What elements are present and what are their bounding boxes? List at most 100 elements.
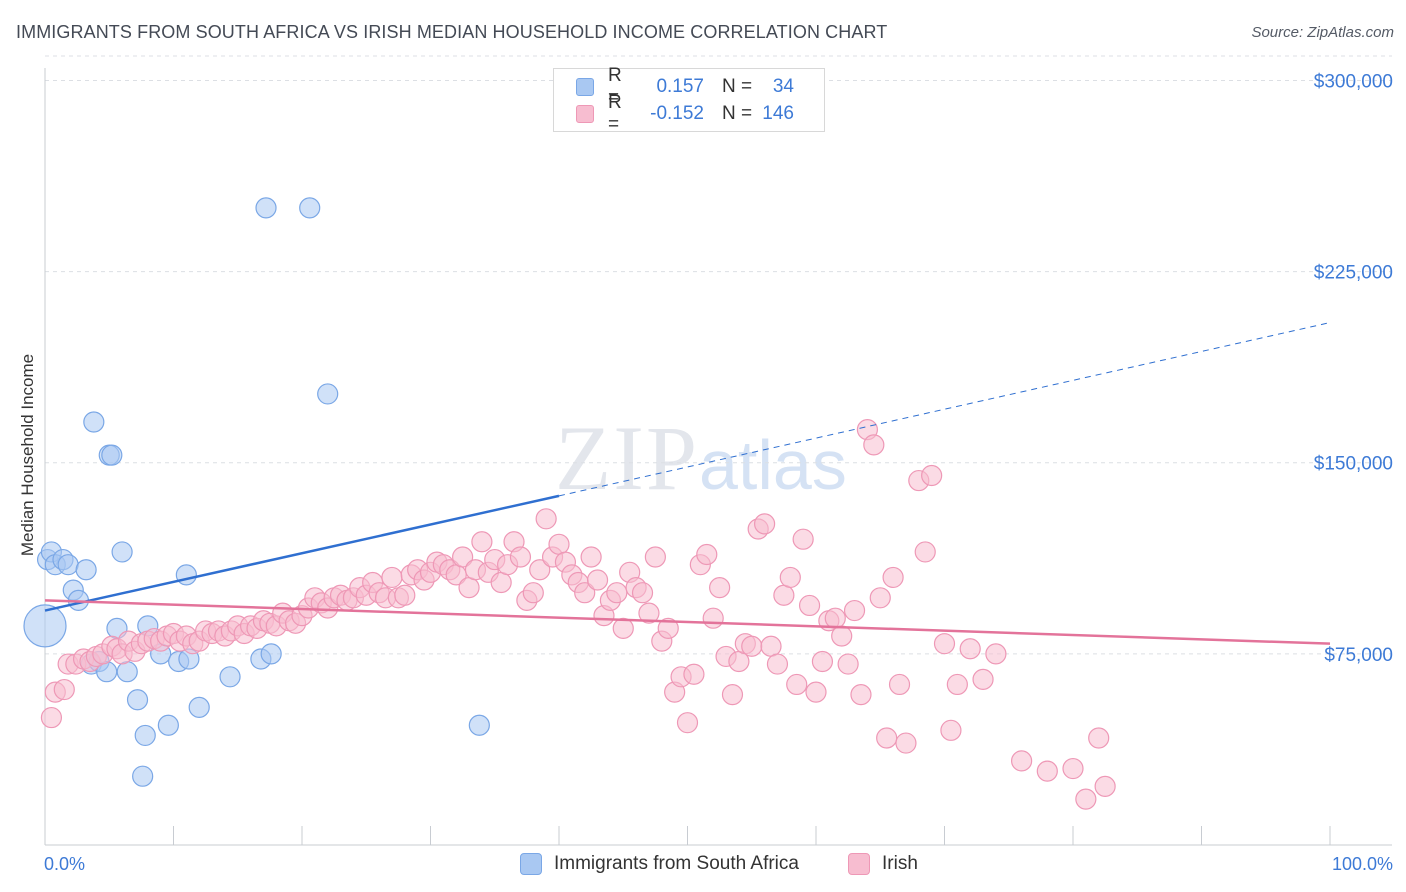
y-axis-label: Median Household Income [18, 353, 37, 557]
point-south-africa [57, 554, 79, 576]
point-irish [606, 582, 628, 604]
y-tick-label: $225,000 [1314, 263, 1393, 284]
point-irish [1075, 788, 1097, 810]
point-irish [863, 434, 885, 456]
point-irish [40, 706, 63, 729]
r-value: -0.152 [650, 103, 704, 124]
point-irish [1062, 757, 1084, 780]
bottom-legend-south-africa: Immigrants from South Africa [520, 852, 799, 876]
point-south-africa [134, 724, 156, 747]
bottom-legend-swatch-south-africa [520, 853, 542, 875]
point-irish [831, 625, 853, 647]
x-tick-label-min: 0.0% [44, 854, 85, 874]
point-irish [53, 678, 75, 701]
r-label: R = [608, 92, 622, 135]
point-irish [895, 732, 917, 754]
source-note: Source: ZipAtlas.com [1251, 24, 1394, 41]
point-irish [760, 635, 782, 657]
trendline-irish [44, 599, 1331, 645]
legend-row-irish: R = -0.152 N = 146 [576, 92, 794, 135]
point-irish [786, 673, 808, 696]
point-irish [741, 635, 763, 657]
point-irish [490, 571, 512, 594]
point-irish [779, 566, 801, 589]
point-south-africa [219, 666, 241, 688]
correlation-legend: R = 0.157 N = 34 R = -0.152 N = 146 [553, 65, 825, 135]
point-south-africa-cluster [23, 604, 67, 648]
n-value: 146 [762, 103, 794, 124]
x-tick-label-max: 100.0% [1332, 854, 1393, 874]
chart-title: IMMIGRANTS FROM SOUTH AFRICA VS IRISH ME… [16, 22, 888, 42]
point-irish [548, 533, 570, 555]
y-tick-label: $150,000 [1314, 454, 1393, 475]
point-irish [683, 663, 705, 685]
point-irish [888, 673, 911, 696]
point-irish [509, 546, 532, 568]
point-irish [811, 650, 834, 673]
point-irish [850, 684, 872, 706]
point-south-africa [126, 689, 149, 711]
point-irish [458, 577, 480, 599]
point-irish [657, 617, 679, 639]
point-irish [914, 541, 936, 563]
point-irish [972, 668, 994, 690]
point-south-africa [317, 383, 339, 405]
point-south-africa [468, 714, 490, 736]
trendline-south-africa [44, 494, 560, 612]
point-irish [985, 643, 1007, 665]
point-south-africa [83, 411, 105, 433]
point-irish [471, 531, 493, 553]
point-irish [805, 681, 827, 703]
r-label: R = [608, 65, 622, 108]
point-irish [843, 599, 866, 622]
point-irish [773, 584, 795, 606]
point-irish [876, 727, 898, 749]
point-irish [798, 594, 821, 617]
bottom-legend-label-irish: Irish [882, 853, 918, 874]
point-irish [522, 582, 544, 604]
point-irish [574, 582, 596, 604]
point-south-africa [101, 444, 123, 466]
n-label: N = [722, 76, 753, 97]
point-irish [644, 546, 666, 568]
point-irish [1088, 727, 1110, 749]
watermark: ZIPatlas [555, 405, 847, 511]
point-irish [1094, 775, 1116, 797]
y-tick-label: $75,000 [1324, 645, 1393, 666]
point-irish [882, 566, 904, 589]
point-south-africa [111, 541, 133, 563]
point-irish [586, 569, 609, 591]
point-irish [638, 602, 660, 624]
point-irish [1036, 760, 1058, 782]
point-irish [676, 712, 699, 734]
point-irish [381, 566, 403, 589]
point-irish [721, 684, 744, 706]
point-irish [702, 607, 724, 629]
point-irish [452, 546, 474, 568]
point-irish [612, 617, 634, 639]
r-value: 0.157 [656, 76, 704, 97]
point-irish [580, 546, 602, 568]
point-south-africa [188, 696, 210, 718]
point-irish [959, 638, 981, 660]
point-south-africa [255, 197, 277, 219]
watermark-atlas: atlas [699, 426, 847, 504]
legend-swatch-south-africa [576, 78, 594, 96]
n-label: N = [722, 103, 753, 124]
point-irish [394, 584, 416, 606]
legend-swatch-irish [576, 105, 594, 123]
bottom-legend-swatch-irish [848, 853, 870, 875]
point-irish [766, 653, 789, 675]
point-irish [946, 673, 968, 696]
point-irish [933, 633, 956, 655]
point-south-africa [75, 559, 97, 581]
point-south-africa [175, 564, 197, 586]
point-irish [869, 587, 891, 609]
watermark-zip: ZIP [555, 407, 699, 509]
point-south-africa [157, 714, 179, 736]
point-irish [792, 528, 814, 550]
point-irish [696, 543, 718, 566]
point-irish [535, 508, 557, 530]
point-south-africa [260, 643, 282, 665]
